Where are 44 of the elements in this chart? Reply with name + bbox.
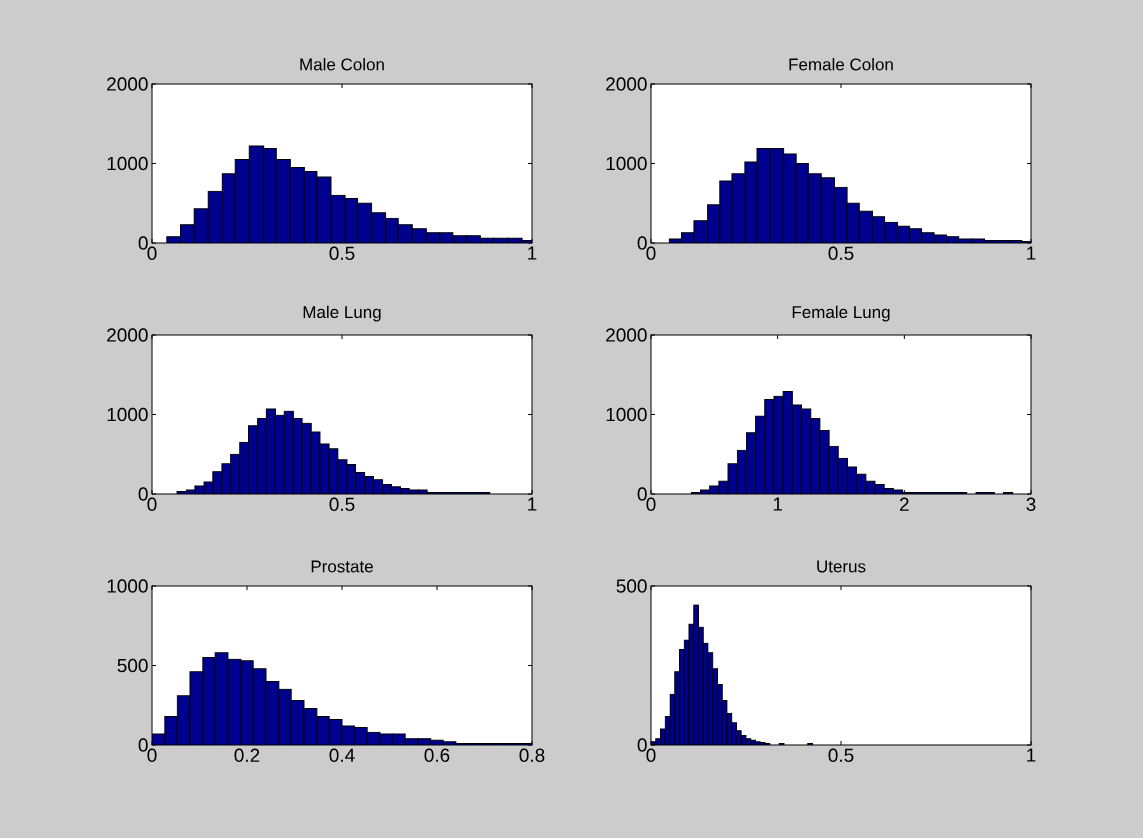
- x-tick-label: 0: [646, 246, 656, 260]
- y-tick-label: 0: [637, 738, 647, 752]
- x-tick-label: 0: [147, 497, 157, 511]
- x-tick-label: 3: [1026, 497, 1036, 511]
- chart-title: Uterus: [817, 560, 866, 573]
- y-tick-label: 2000: [606, 328, 647, 342]
- y-tick-label: 1000: [107, 579, 148, 593]
- x-tick-label: 0: [147, 748, 157, 762]
- y-tick-label: 2000: [107, 328, 148, 342]
- y-tick-label: 2000: [107, 77, 148, 91]
- y-tick-label: 0: [637, 236, 647, 250]
- x-tick-label: 0.5: [828, 246, 854, 260]
- x-tick-label: 1: [528, 246, 537, 260]
- y-tick-label: 1000: [606, 407, 647, 422]
- x-tick-label: 0: [646, 497, 656, 511]
- x-tick-label: 1: [528, 497, 537, 511]
- chart-title: Male Colon: [300, 57, 384, 71]
- x-tick-label: 1: [1027, 748, 1036, 762]
- y-tick-label: 0: [138, 236, 148, 250]
- x-tick-label: 0: [646, 748, 656, 762]
- x-tick-label: 0.4: [329, 748, 355, 762]
- chart-title: Male Lung: [303, 305, 381, 322]
- x-tick-label: 0.5: [329, 246, 355, 260]
- y-tick-label: 0: [637, 487, 647, 501]
- chart-title: Female Colon: [789, 57, 893, 71]
- y-tick-label: 500: [616, 579, 647, 593]
- x-tick-label: 0.8: [519, 748, 545, 762]
- x-tick-label: 0.5: [828, 748, 854, 762]
- y-tick-label: 1000: [107, 156, 148, 171]
- chart-title: Female Lung: [792, 305, 890, 322]
- x-tick-label: 2: [900, 497, 909, 511]
- y-tick-label: 1000: [107, 407, 148, 422]
- y-tick-label: 0: [138, 738, 148, 752]
- x-tick-label: 1: [773, 497, 783, 511]
- x-tick-label: 1: [1027, 246, 1036, 260]
- x-tick-label: 0.6: [424, 748, 450, 762]
- y-tick-label: 500: [117, 658, 148, 673]
- chart-title: Prostate: [311, 560, 373, 573]
- y-tick-label: 1000: [606, 156, 647, 171]
- x-tick-label: 0: [147, 246, 157, 260]
- x-tick-label: 0.2: [234, 748, 260, 762]
- y-tick-label: 2000: [606, 77, 647, 91]
- y-tick-label: 0: [138, 487, 148, 501]
- x-tick-label: 0.5: [329, 497, 355, 511]
